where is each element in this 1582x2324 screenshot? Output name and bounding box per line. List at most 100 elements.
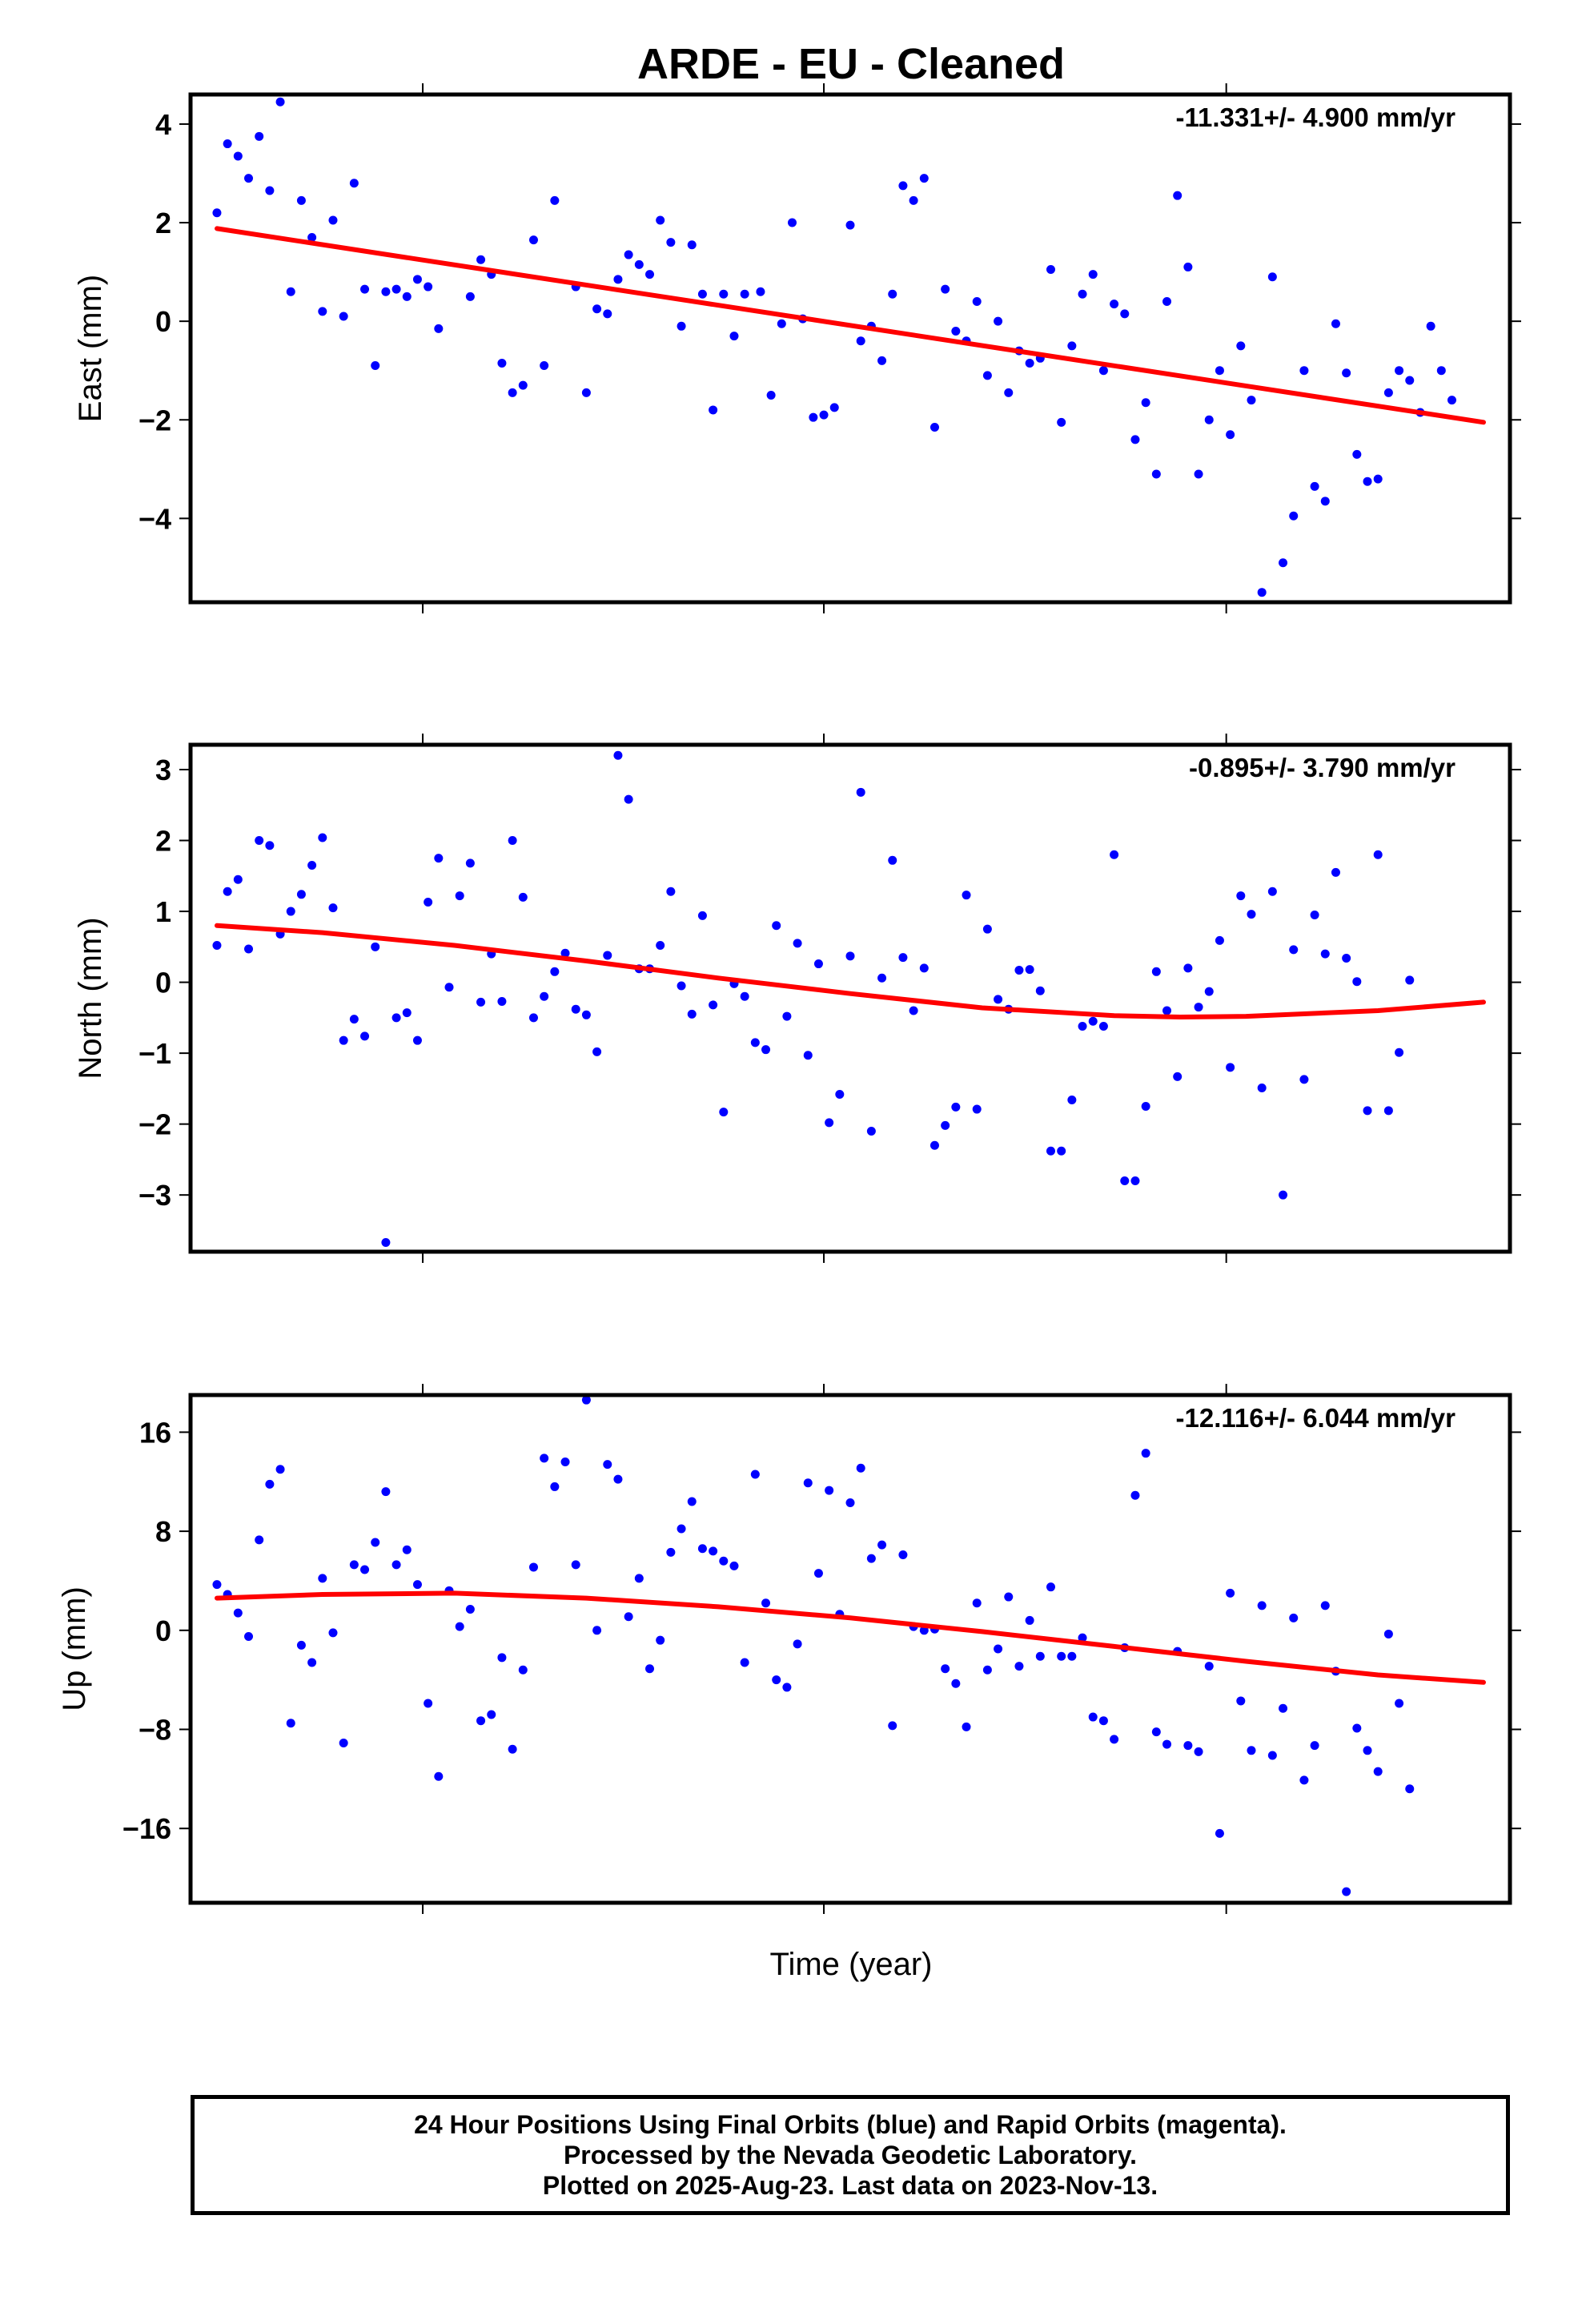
data-point-east <box>1120 309 1130 319</box>
plot-frame-north <box>188 742 1512 1254</box>
data-point-east <box>1320 497 1330 506</box>
data-point-north <box>265 841 275 850</box>
data-point-east <box>212 208 222 218</box>
data-point-up <box>360 1565 370 1574</box>
data-point-up <box>1057 1651 1066 1661</box>
data-point-east <box>756 287 765 296</box>
y-tick-label-north: 1 <box>155 895 171 928</box>
data-point-east <box>476 255 486 264</box>
data-point-north <box>1458 0 1467 5</box>
data-point-north <box>455 891 464 901</box>
data-point-east <box>339 312 348 321</box>
data-point-north <box>1151 967 1161 976</box>
data-point-up <box>697 1544 707 1554</box>
data-point-up <box>1141 1449 1150 1458</box>
data-point-up <box>540 1454 549 1463</box>
data-point-north <box>1183 963 1193 973</box>
data-point-north <box>412 1035 422 1045</box>
data-point-east <box>1257 588 1267 597</box>
data-point-up <box>1226 1588 1235 1598</box>
data-point-up <box>1363 1746 1372 1755</box>
data-point-up <box>982 1665 992 1675</box>
data-point-up <box>1352 1723 1362 1733</box>
data-point-up <box>275 1465 285 1474</box>
data-point-north <box>856 787 865 797</box>
data-point-north <box>1078 1021 1087 1031</box>
data-point-north <box>560 948 570 958</box>
data-point-east <box>1436 366 1446 376</box>
y-tick-label-north: 3 <box>155 754 171 786</box>
data-point-north <box>381 1237 391 1247</box>
data-point-east <box>1383 388 1393 397</box>
data-point-north <box>1289 945 1299 955</box>
data-point-up <box>1320 1601 1330 1610</box>
data-point-north <box>1257 1083 1267 1092</box>
data-point-north <box>1014 966 1024 975</box>
data-point-east <box>581 388 591 397</box>
data-point-east <box>1226 430 1235 440</box>
data-point-up <box>391 1560 401 1570</box>
data-point-north <box>1236 891 1246 901</box>
data-point-north <box>434 854 444 863</box>
footer-box: 24 Hour Positions Using Final Orbits (bl… <box>191 2095 1510 2215</box>
data-point-up <box>296 1640 306 1650</box>
data-point-north <box>1130 1176 1140 1185</box>
data-point-east <box>845 220 855 230</box>
data-point-up <box>1289 1613 1299 1622</box>
data-point-north <box>772 921 781 931</box>
data-point-east <box>1204 415 1214 424</box>
data-point-north <box>813 959 823 969</box>
data-point-up <box>1110 1735 1119 1744</box>
data-point-east <box>951 326 961 336</box>
data-point-north <box>1226 1063 1235 1072</box>
data-point-east <box>1331 319 1340 328</box>
data-point-north <box>1427 0 1435 5</box>
data-point-north <box>1057 1146 1066 1156</box>
data-point-up <box>1098 1716 1108 1726</box>
data-point-up <box>813 1569 823 1578</box>
footer-line-2: Processed by the Nevada Geodetic Laborat… <box>563 2141 1138 2169</box>
data-point-north <box>307 861 317 870</box>
data-point-north <box>687 1009 697 1019</box>
data-point-north <box>518 892 528 902</box>
data-point-north <box>1320 949 1330 959</box>
data-point-east <box>624 250 633 259</box>
data-point-up <box>994 1644 1003 1654</box>
data-point-up <box>1162 1739 1172 1749</box>
data-point-north <box>866 1126 876 1136</box>
data-point-up <box>434 1771 444 1781</box>
data-point-north <box>286 907 295 916</box>
data-point-up <box>286 1719 295 1728</box>
data-point-up <box>888 1721 897 1731</box>
y-tick-label-north: −1 <box>139 1037 171 1070</box>
data-point-up <box>941 1664 950 1674</box>
data-point-north <box>656 941 665 951</box>
data-point-up <box>1025 1615 1034 1625</box>
data-point-up <box>1257 1601 1267 1610</box>
data-point-east <box>1141 398 1150 408</box>
data-point-east <box>328 215 338 225</box>
y-tick-label-east: 0 <box>155 305 171 338</box>
data-point-east <box>1067 341 1077 351</box>
data-point-east <box>888 289 897 299</box>
data-point-north <box>1247 910 1256 919</box>
data-point-north <box>581 1010 591 1019</box>
data-point-east <box>930 422 939 432</box>
data-point-north <box>1310 910 1319 919</box>
data-point-north <box>930 1140 939 1150</box>
data-point-east <box>1098 366 1108 376</box>
data-point-up <box>1342 1887 1351 1896</box>
data-point-east <box>434 324 444 333</box>
y-tick-label-north: 2 <box>155 825 171 858</box>
data-point-north <box>803 1051 813 1060</box>
data-point-up <box>233 1608 243 1618</box>
data-point-north <box>1415 0 1424 5</box>
data-point-up <box>856 1463 865 1473</box>
data-point-north <box>255 836 264 846</box>
data-point-up <box>487 1710 496 1719</box>
data-point-up <box>877 1540 887 1550</box>
data-point-north <box>528 1013 538 1023</box>
data-point-up <box>677 1524 686 1534</box>
data-point-up <box>740 1658 749 1667</box>
data-point-north <box>1204 987 1214 996</box>
